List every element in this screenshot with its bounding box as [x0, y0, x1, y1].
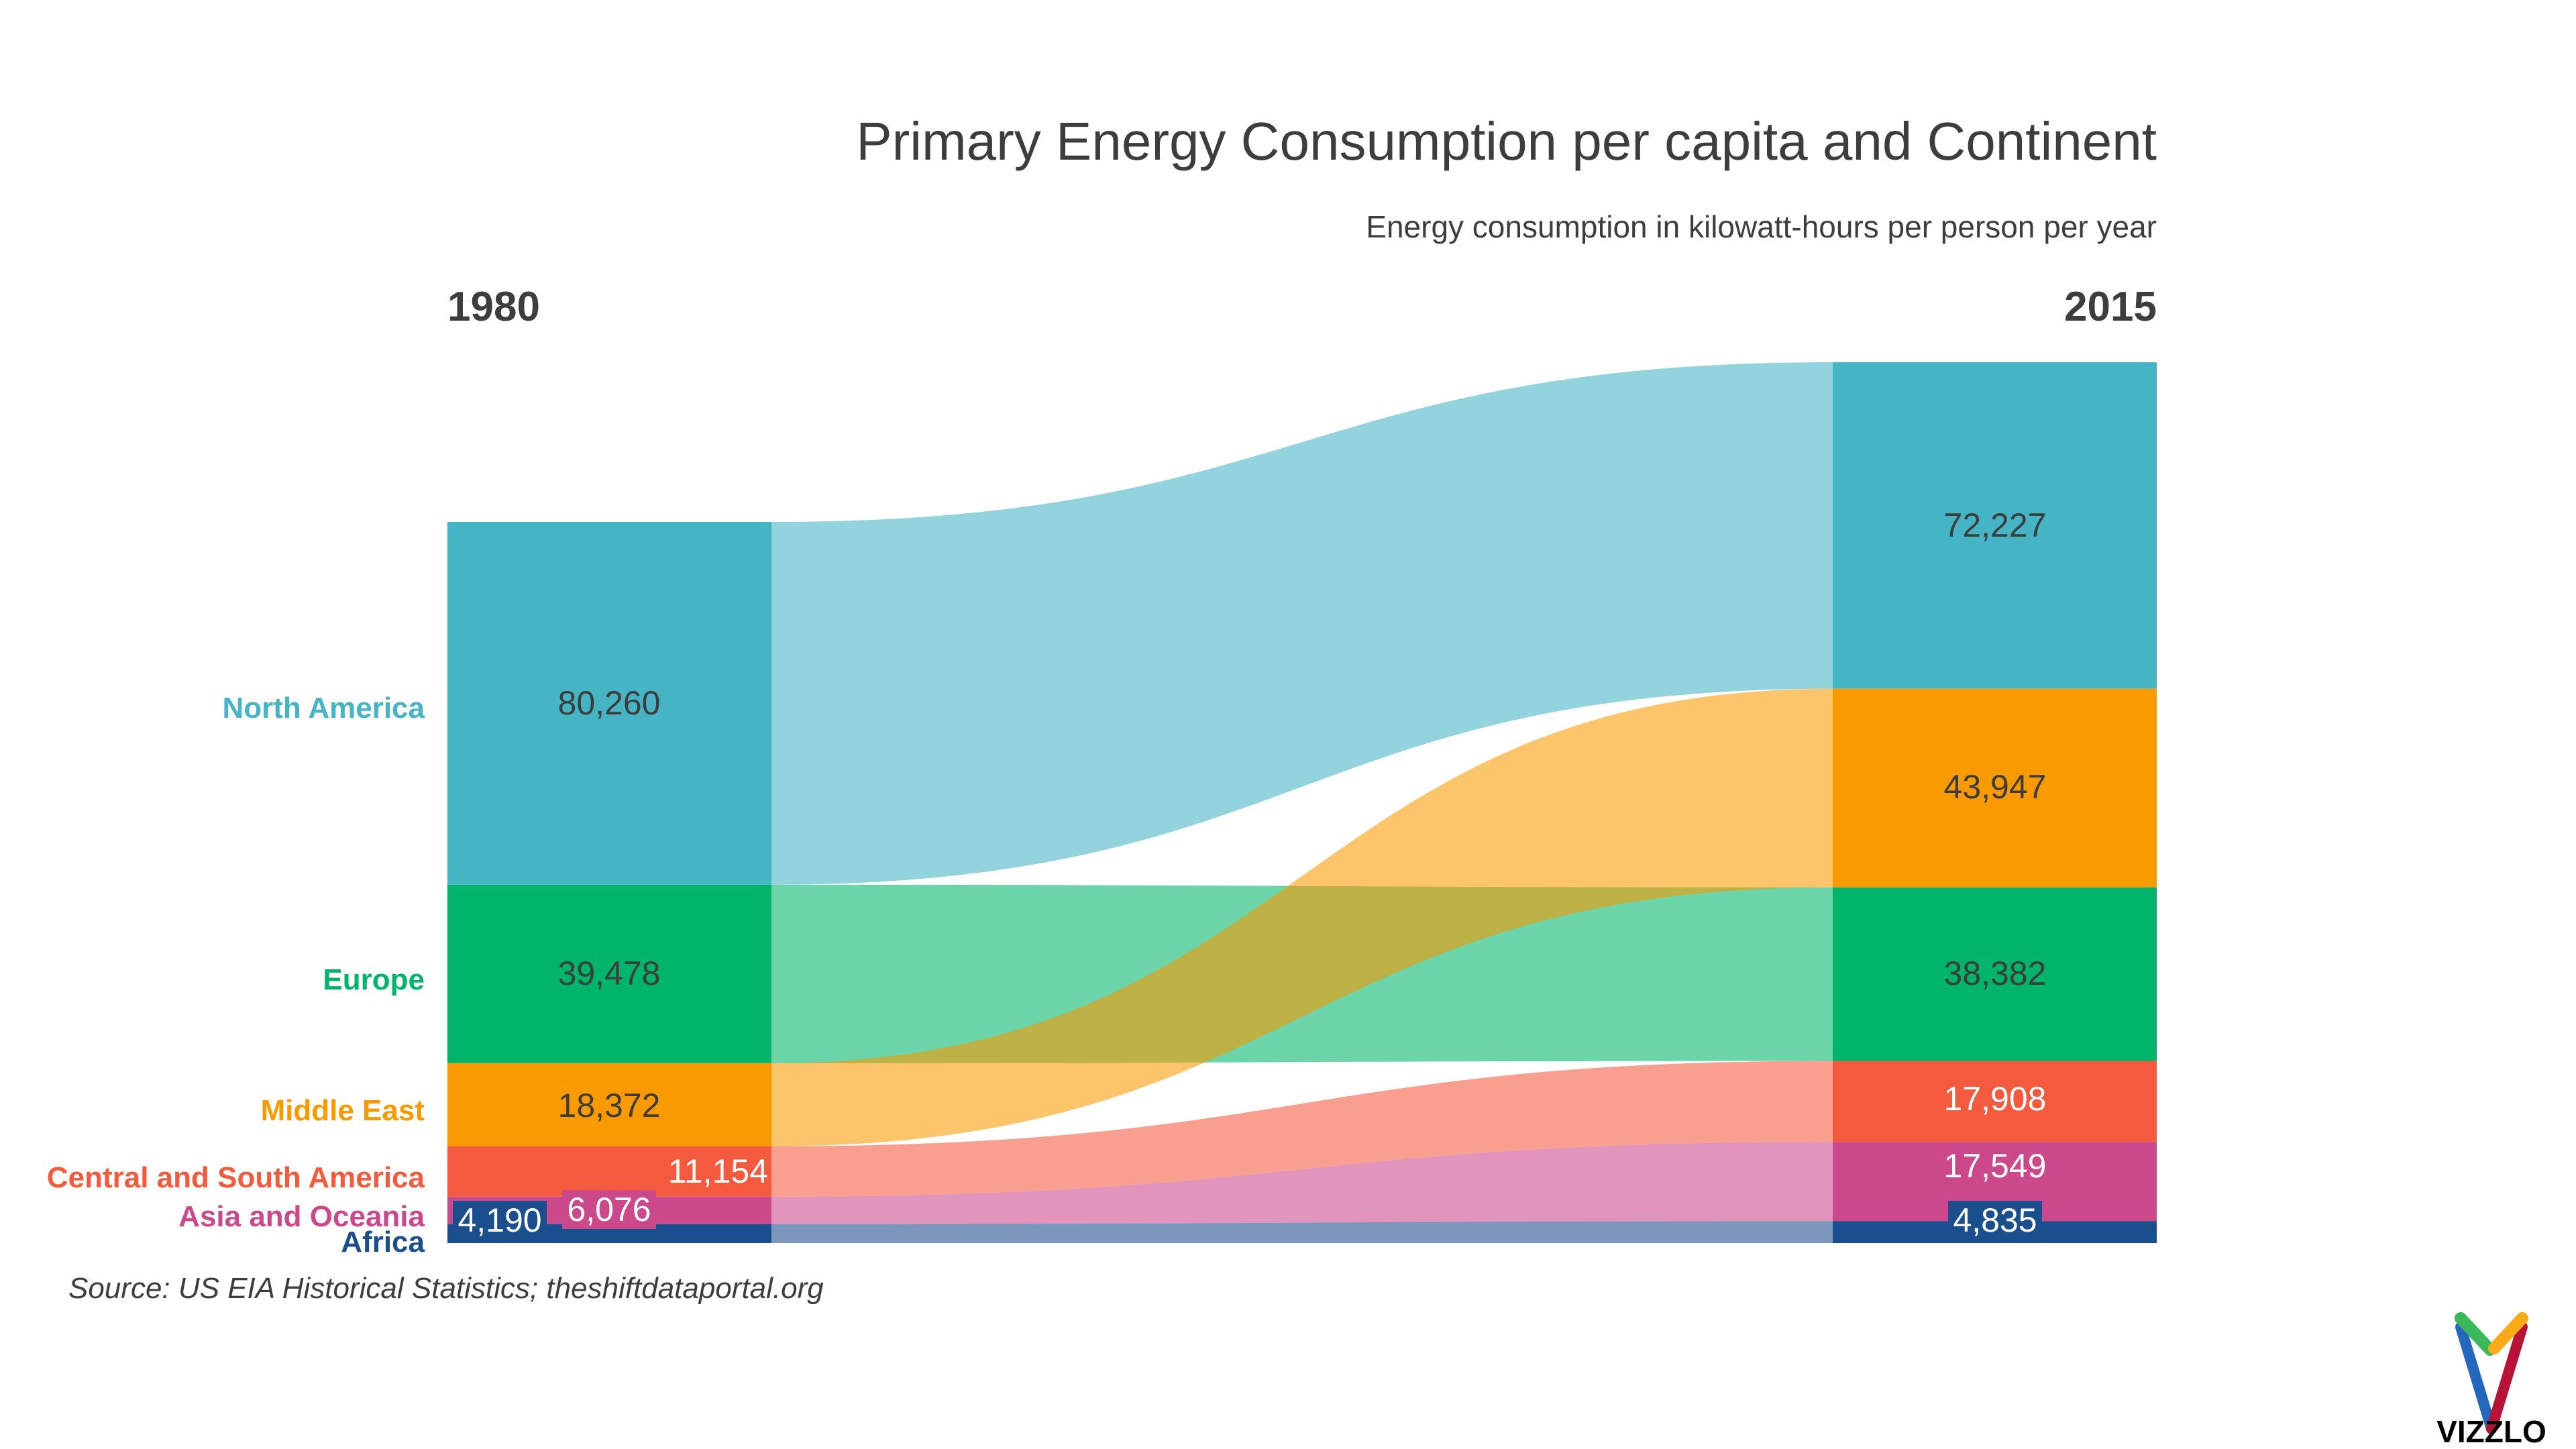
- labels: North America Europe Middle East Central an…: [47, 506, 2047, 1258]
- value-label-1980-north-america: 80,260: [558, 684, 661, 722]
- category-label-north-america: North America: [222, 692, 425, 724]
- flow-central-and-south-america: [771, 1061, 1833, 1197]
- category-label-central-and-south-america: Central and South America: [47, 1161, 425, 1194]
- bar-1980-europe: [447, 884, 771, 1063]
- value-label-2015-asia-and-oceania: 17,549: [1944, 1147, 2047, 1185]
- bar-2015-north-america: [1833, 362, 2157, 689]
- flow-middle-east: [771, 688, 1833, 1146]
- value-label-2015-central-and-south-america: 17,908: [1944, 1080, 2047, 1118]
- category-label-europe: Europe: [323, 963, 425, 996]
- bars: [447, 362, 2157, 1243]
- bar-1980-north-america: [447, 522, 771, 885]
- flow-north-america: [771, 362, 1833, 885]
- source-note: Source: US EIA Historical Statistics; th…: [68, 1272, 824, 1305]
- flow-africa: [771, 1221, 1833, 1243]
- chart-subtitle: Energy consumption in kilowatt-hours per…: [1366, 209, 2157, 244]
- category-label-asia-and-oceania: Asia and Oceania: [178, 1200, 425, 1233]
- value-label-2015-north-america: 72,227: [1944, 506, 2047, 544]
- value-label-2015-africa-bg: [1948, 1201, 2042, 1240]
- value-label-1980-asia-and-oceania-bg: [562, 1190, 656, 1229]
- vizzlo-logo: VIZZLO: [2436, 1312, 2546, 1449]
- value-label-2015-europe: 38,382: [1944, 955, 2047, 992]
- bar-2015-europe: [1833, 887, 2157, 1061]
- logo-text: VIZZLO: [2436, 1414, 2546, 1449]
- bar-2015-middle-east: [1833, 688, 2157, 888]
- value-label-1980-central-and-south-america: 11,154: [668, 1152, 768, 1190]
- column-label-2015: 2015: [2064, 284, 2157, 330]
- bar-1980-central-and-south-america: [447, 1146, 771, 1197]
- value-label-1980-africa: 4,190: [458, 1201, 541, 1239]
- value-label-2015-africa: 4,835: [1953, 1201, 2037, 1239]
- value-label-1980-asia-and-oceania: 6,076: [567, 1191, 651, 1228]
- value-label-1980-europe: 39,478: [558, 955, 661, 992]
- bar-1980-middle-east: [447, 1063, 771, 1146]
- value-label-1980-middle-east: 18,372: [558, 1087, 661, 1124]
- category-label-middle-east: Middle East: [261, 1094, 425, 1127]
- value-label-1980-africa-bg: [453, 1201, 547, 1240]
- column-label-1980: 1980: [447, 284, 540, 330]
- flows: [771, 362, 1833, 1243]
- flow-asia-and-oceania: [771, 1142, 1833, 1224]
- category-label-africa: Africa: [341, 1226, 425, 1258]
- chart-title: Primary Energy Consumption per capita an…: [856, 111, 2157, 171]
- value-label-2015-middle-east: 43,947: [1944, 768, 2047, 806]
- bar-2015-central-and-south-america: [1833, 1061, 2157, 1142]
